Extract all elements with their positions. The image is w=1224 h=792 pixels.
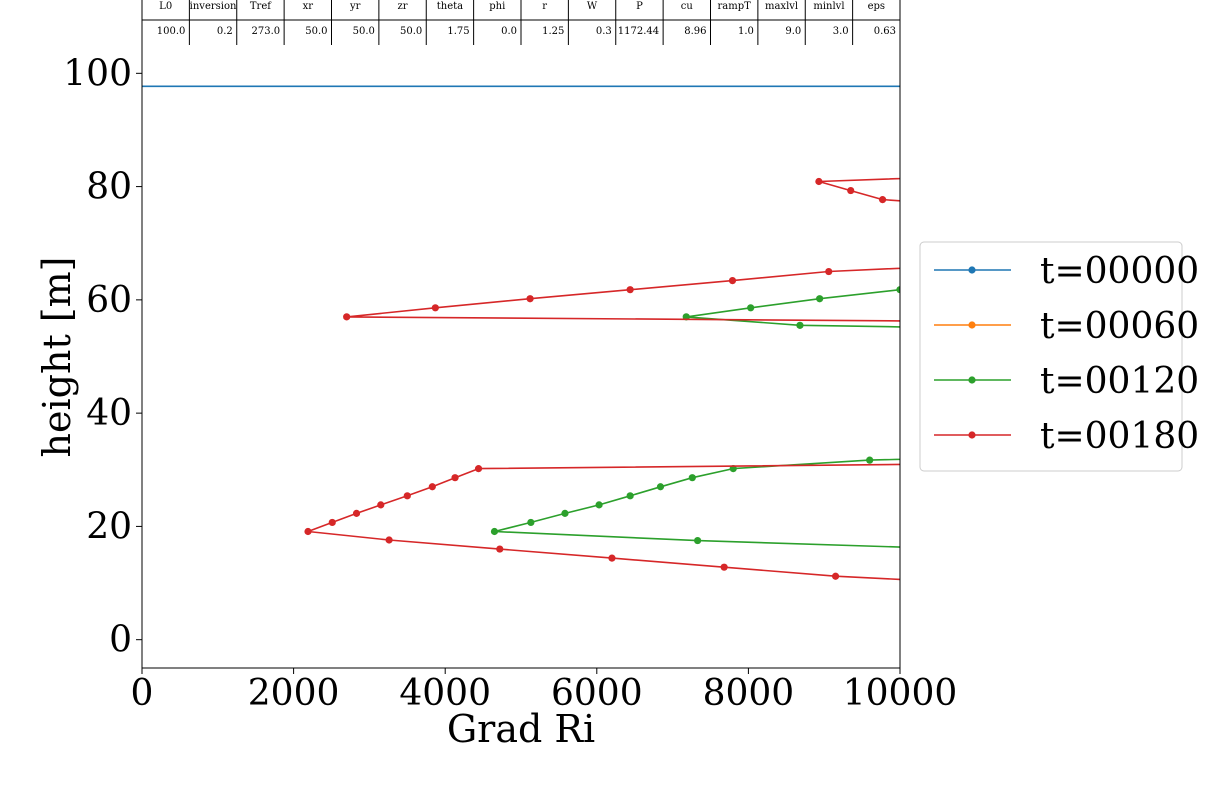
y-tick-label: 60 [86,280,132,321]
legend-frame [919,241,1183,472]
data-point [328,518,336,527]
data-point [490,527,499,536]
x-axis-ticks: 0 2000 4000 6000 8000 10000 [131,668,958,714]
data-point [728,277,737,285]
table-header-cell: maxlvl [765,1,798,12]
table-header-cell: W [587,1,598,12]
data-point [352,509,361,517]
table-value-cell: 3.0 [833,26,849,37]
data-point [816,295,824,303]
data-point [343,313,351,321]
data-point [796,321,804,329]
data-point [896,286,900,294]
x-tick-label: 0 [131,673,154,714]
legend-swatch-marker [968,266,976,274]
table-header-cell: zr [398,1,408,12]
series-line-t=00180 [307,177,900,581]
y-tick-label: 100 [63,53,132,94]
table-value-cell: 0.63 [874,26,896,37]
table-value-cell: 9.0 [785,26,801,37]
table-value-cell: 0.0 [501,26,517,37]
table-header-cell: phi [489,1,505,12]
x-tick-label: 2000 [248,673,340,714]
data-point [626,286,634,294]
table-value-cell: 100.0 [157,26,186,37]
table-value-cell: 0.2 [217,26,233,37]
x-tick-label: 10000 [843,673,958,714]
data-point [304,527,312,536]
table-value-cell: 50.0 [400,26,422,37]
table-header-cell: theta [437,1,463,12]
data-point [688,474,696,482]
data-point [878,196,887,204]
table-value-cell: 273.0 [251,26,280,37]
table-value-cell: 1.75 [447,26,469,37]
legend-label: t=00180 [1040,416,1199,457]
data-point [694,536,702,545]
table-header-cell: rampT [718,1,752,12]
data-point [428,483,436,491]
x-tick-label: 8000 [703,673,795,714]
table-value-cell: 8.96 [684,26,706,37]
x-axis-label: Grad Ri [447,707,595,751]
table-value-cell: 1.25 [542,26,564,37]
data-point [377,501,385,509]
data-point [831,572,840,580]
table-header-cell: inversion [190,1,237,12]
table-header-cell: eps [868,1,885,12]
y-tick-label: 0 [109,620,132,661]
table-header-cell: yr [349,1,361,12]
table-value-cell: 1.0 [738,26,754,37]
data-point [451,474,459,482]
data-point [385,536,393,544]
y-axis-ticks: 0 20 40 60 80 100 [63,53,142,661]
series-layer [142,85,900,581]
legend-swatch-marker [968,431,976,439]
table-header-cell: xr [303,1,314,12]
y-tick-label: 80 [86,167,132,208]
y-axis-label: height [m] [35,257,79,458]
table-header-cell: P [636,1,643,12]
table-value-cell: 50.0 [353,26,375,37]
table-header-cell: cu [681,1,694,12]
legend-label: t=00120 [1040,361,1199,402]
table-value-cell: 1172.44 [618,26,659,37]
data-point [720,563,728,571]
data-point [608,554,616,562]
data-point [431,304,439,312]
legend-swatch-marker [968,321,976,329]
legend: t=00000 t=00060 t=00120 t=00180 [919,241,1199,472]
data-point [747,304,755,312]
x-tick-label: 4000 [399,673,491,714]
table-header-cell: minlvl [813,1,844,12]
data-point [825,267,833,276]
data-point [847,186,855,195]
data-point [403,492,411,500]
table-value-cell: 0.3 [596,26,612,37]
legend-swatch-marker [968,376,976,384]
y-tick-label: 20 [86,506,132,547]
table-value-cell: 50.0 [305,26,327,37]
table-header-cell: L0 [159,1,172,12]
data-point [656,483,665,491]
legend-label: t=00060 [1040,306,1199,347]
data-point [595,501,603,509]
legend-label: t=00000 [1040,251,1199,292]
table-header-cell: r [542,1,547,12]
data-point [474,465,483,473]
axes-frame [141,45,901,669]
data-point [527,518,535,527]
x-tick-label: 6000 [551,673,643,714]
table-header-cell: Tref [250,1,272,12]
y-tick-label: 40 [86,393,132,434]
data-point [815,177,823,186]
data-point [526,295,534,303]
data-point [626,492,634,500]
data-point [866,456,874,464]
data-point [496,545,504,553]
data-point [561,509,569,517]
